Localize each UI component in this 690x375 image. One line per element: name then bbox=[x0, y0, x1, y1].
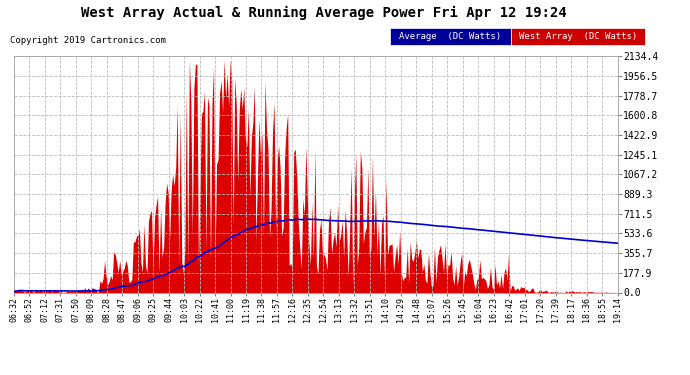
Text: Copyright 2019 Cartronics.com: Copyright 2019 Cartronics.com bbox=[10, 36, 166, 45]
Text: West Array Actual & Running Average Power Fri Apr 12 19:24: West Array Actual & Running Average Powe… bbox=[81, 6, 567, 20]
Text: West Array  (DC Watts): West Array (DC Watts) bbox=[519, 32, 637, 41]
Text: Average  (DC Watts): Average (DC Watts) bbox=[399, 32, 502, 41]
